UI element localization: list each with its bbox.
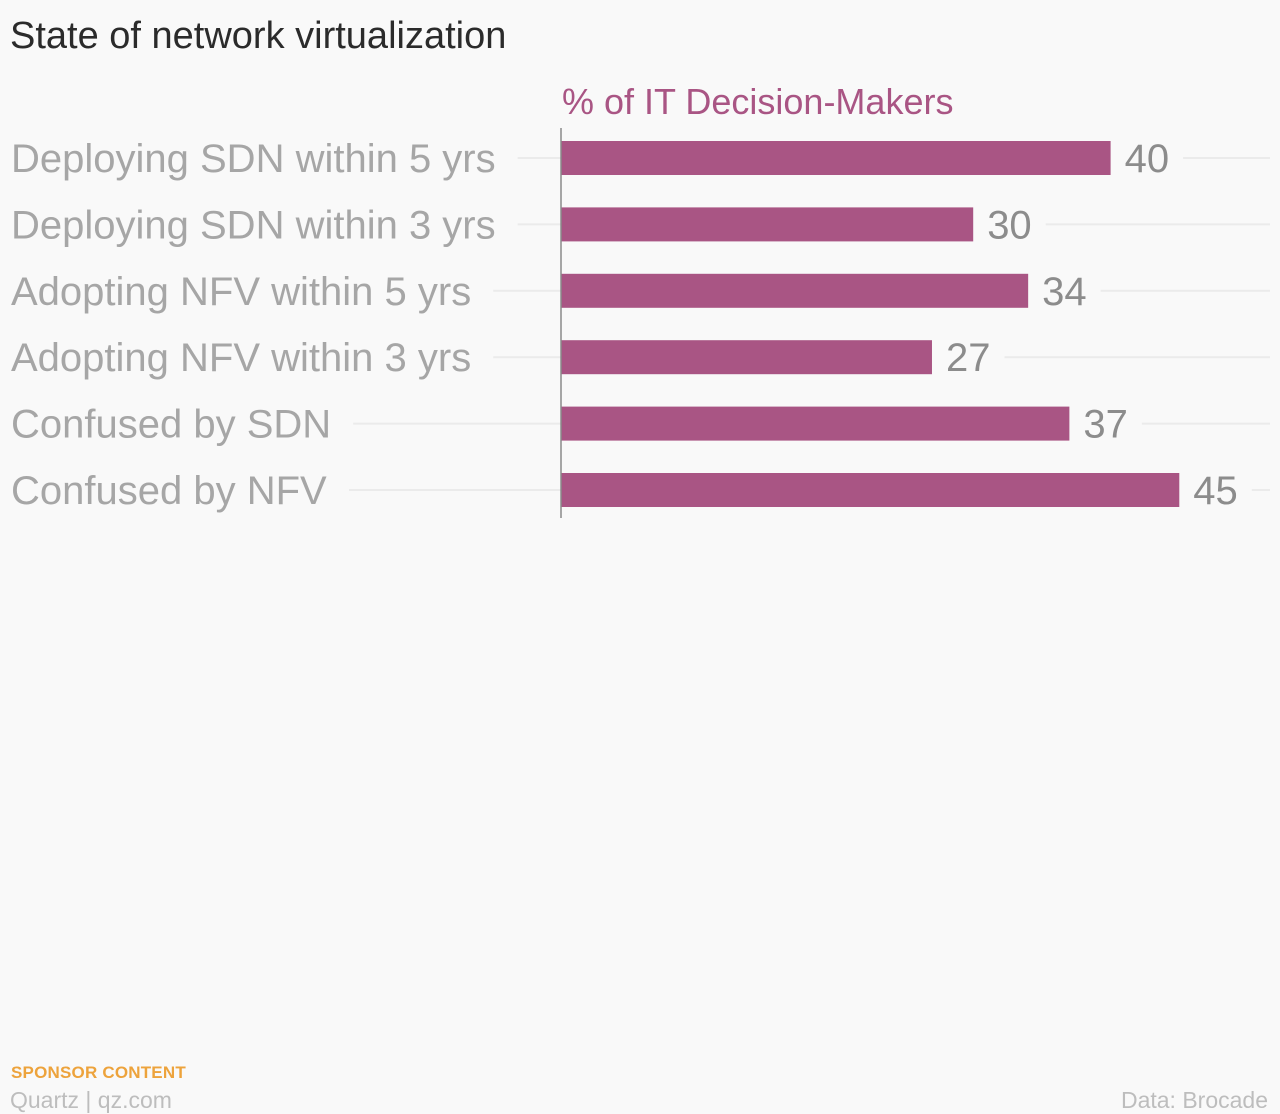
value-label: 34: [1042, 270, 1087, 314]
chart-title: State of network virtualization: [10, 15, 506, 57]
bar: [561, 473, 1180, 507]
category-label: Adopting NFV within 5 yrs: [11, 270, 471, 314]
chart-subtitle: % of IT Decision-Makers: [562, 81, 953, 122]
chart: State of network virtualization % of IT …: [10, 15, 1270, 518]
category-label: Confused by NFV: [11, 469, 327, 513]
value-label: 30: [987, 203, 1031, 247]
bar: [561, 406, 1070, 441]
category-label: Deploying SDN within 3 yrs: [11, 203, 496, 247]
bar: [561, 273, 1029, 308]
value-label: 27: [946, 336, 991, 380]
category-label: Confused by SDN: [11, 403, 331, 447]
data-source: Data: Brocade: [1120, 1087, 1268, 1113]
bar: [561, 141, 1111, 175]
bars: [561, 141, 1180, 507]
bar: [561, 207, 974, 242]
sponsor-label: SPONSOR CONTENT: [11, 1063, 186, 1082]
value-label: 37: [1083, 403, 1128, 447]
category-label: Deploying SDN within 5 yrs: [11, 137, 496, 181]
gridlines: [349, 157, 1270, 491]
value-label: 45: [1193, 469, 1238, 513]
category-label: Adopting NFV within 3 yrs: [11, 336, 471, 380]
category-labels: Deploying SDN within 5 yrs Deploying SDN …: [11, 137, 496, 513]
value-label: 40: [1125, 137, 1170, 181]
brand-link[interactable]: Quartz | qz.com: [10, 1087, 172, 1113]
bar: [561, 340, 932, 375]
